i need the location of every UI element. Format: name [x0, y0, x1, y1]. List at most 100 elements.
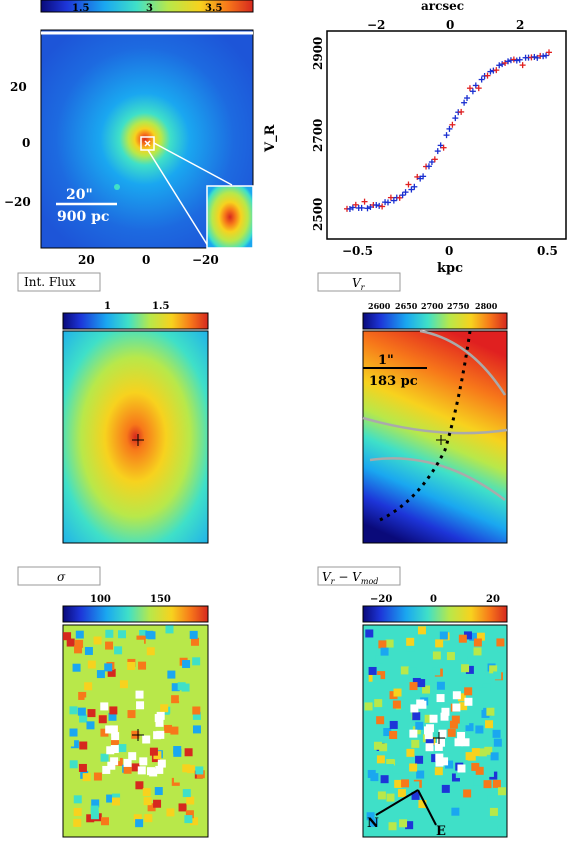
sigma-pixel [153, 799, 162, 808]
rc-point [458, 108, 465, 115]
sigma-masked-pixel [142, 735, 151, 744]
flux-label: Int. Flux [24, 275, 76, 289]
sigma-pixel [171, 683, 180, 692]
x-tick-m20: −20 [192, 253, 219, 267]
rc-point [420, 173, 427, 180]
rc-point [487, 68, 494, 75]
sigma-pixel [139, 691, 148, 700]
resid-masked-pixel [437, 738, 446, 747]
resid-masked-pixel [440, 757, 449, 766]
resid-masked-pixel [435, 758, 444, 767]
top-colorbar-tick-2: 3 [146, 3, 153, 14]
sigma-pixel [90, 811, 99, 820]
rc-point [475, 85, 482, 92]
sigma-pixel [100, 753, 109, 762]
resid-pixel [446, 652, 455, 661]
flux-panel: Int. Flux 1 1.5 [17, 272, 209, 544]
resid-pixel [473, 647, 482, 656]
sigma-pixel [75, 639, 84, 648]
resid-cbar-tick-1: −20 [370, 594, 392, 605]
rc-point [507, 57, 514, 64]
resid-pixel [497, 787, 506, 796]
resid-pixel [408, 667, 417, 676]
sigma-pixel [87, 660, 96, 669]
resid-pixel [385, 764, 394, 773]
rc-points [344, 49, 552, 212]
sigma-masked-pixel [155, 718, 164, 727]
resid-pixel [406, 643, 415, 652]
resid-pixel [416, 706, 425, 715]
sigma-pixel [73, 795, 82, 804]
sigma-pixel [96, 675, 105, 684]
sigma-pixel [167, 670, 176, 679]
vr-cbar-tick-4: 2750 [447, 301, 470, 311]
rc-point [540, 53, 547, 60]
resid-pixel [490, 752, 499, 761]
resid-pixel [422, 685, 431, 694]
resid-pixel [399, 819, 408, 828]
resid-cbar-tick-2: 0 [430, 594, 437, 605]
resid-pixel [485, 768, 494, 777]
sigma-pixel [138, 661, 147, 670]
sigma-pixel [189, 630, 198, 639]
resid-pixel [463, 789, 472, 798]
sigma-pixel [73, 807, 82, 816]
rc-point [499, 61, 506, 68]
sigma-pixel [111, 797, 120, 806]
sigma-panel: σ 100 150 [17, 566, 209, 838]
sigma-pixel [164, 724, 173, 733]
flux-cbar-tick-2: 1.5 [152, 301, 169, 312]
sigma-pixel [110, 737, 119, 746]
sigma-masked-pixel [106, 746, 115, 755]
resid-pixel [465, 723, 474, 732]
resid-pixel [473, 777, 482, 786]
sigma-pixel [119, 680, 128, 689]
resid-pixel [389, 720, 398, 729]
sigma-pixel [158, 807, 167, 816]
resid-pixel [489, 665, 498, 674]
resid-pixel [447, 728, 456, 737]
resid-label: Vr − Vmod [322, 570, 378, 586]
resid-pixel [485, 720, 494, 729]
sigma-pixel [147, 803, 156, 812]
vr-label: Vr [352, 276, 366, 292]
rc-point [352, 201, 359, 208]
resid-pixel [471, 748, 480, 757]
resid-pixel [394, 779, 403, 788]
resid-colorbar [362, 605, 508, 623]
sigma-pixel [86, 721, 95, 730]
y-tick-m20: −20 [4, 195, 31, 209]
sigma-pixel [69, 706, 78, 715]
sigma-pixel [118, 630, 127, 639]
x-tick-05: 0.5 [537, 244, 558, 258]
resid-masked-pixel [464, 697, 473, 706]
resid-pixel [374, 699, 383, 708]
rc-point [505, 58, 512, 65]
sigma-pixel [66, 638, 75, 647]
rc-point [452, 115, 459, 122]
flux-colorbar [62, 312, 209, 330]
sigma-pixel [79, 714, 88, 723]
sigma-pixel [105, 629, 114, 638]
sigma-masked-pixel [128, 752, 137, 761]
sigma-pixel [173, 748, 182, 757]
top-tick-2: 2 [516, 18, 524, 32]
sigma-pixel [131, 800, 140, 809]
vr-cbar-tick-5: 2800 [475, 301, 498, 311]
resid-pixel [416, 770, 425, 779]
sigma-masked-pixel [136, 701, 145, 710]
resid-pixel [459, 702, 468, 711]
resid-pixel [411, 739, 420, 748]
rc-point [510, 56, 517, 63]
rc-point [513, 57, 520, 64]
resid-pixel [383, 728, 392, 737]
resid-masked-pixel [409, 729, 418, 738]
resid-pixel [363, 781, 372, 790]
sigma-pixel [98, 715, 107, 724]
x-tick-0: 0 [142, 253, 150, 267]
rc-point [531, 53, 538, 60]
rc-point [411, 183, 418, 190]
sigma-pixel [151, 691, 160, 700]
sigma-pixel [118, 744, 127, 753]
sigma-pixel [178, 693, 187, 702]
